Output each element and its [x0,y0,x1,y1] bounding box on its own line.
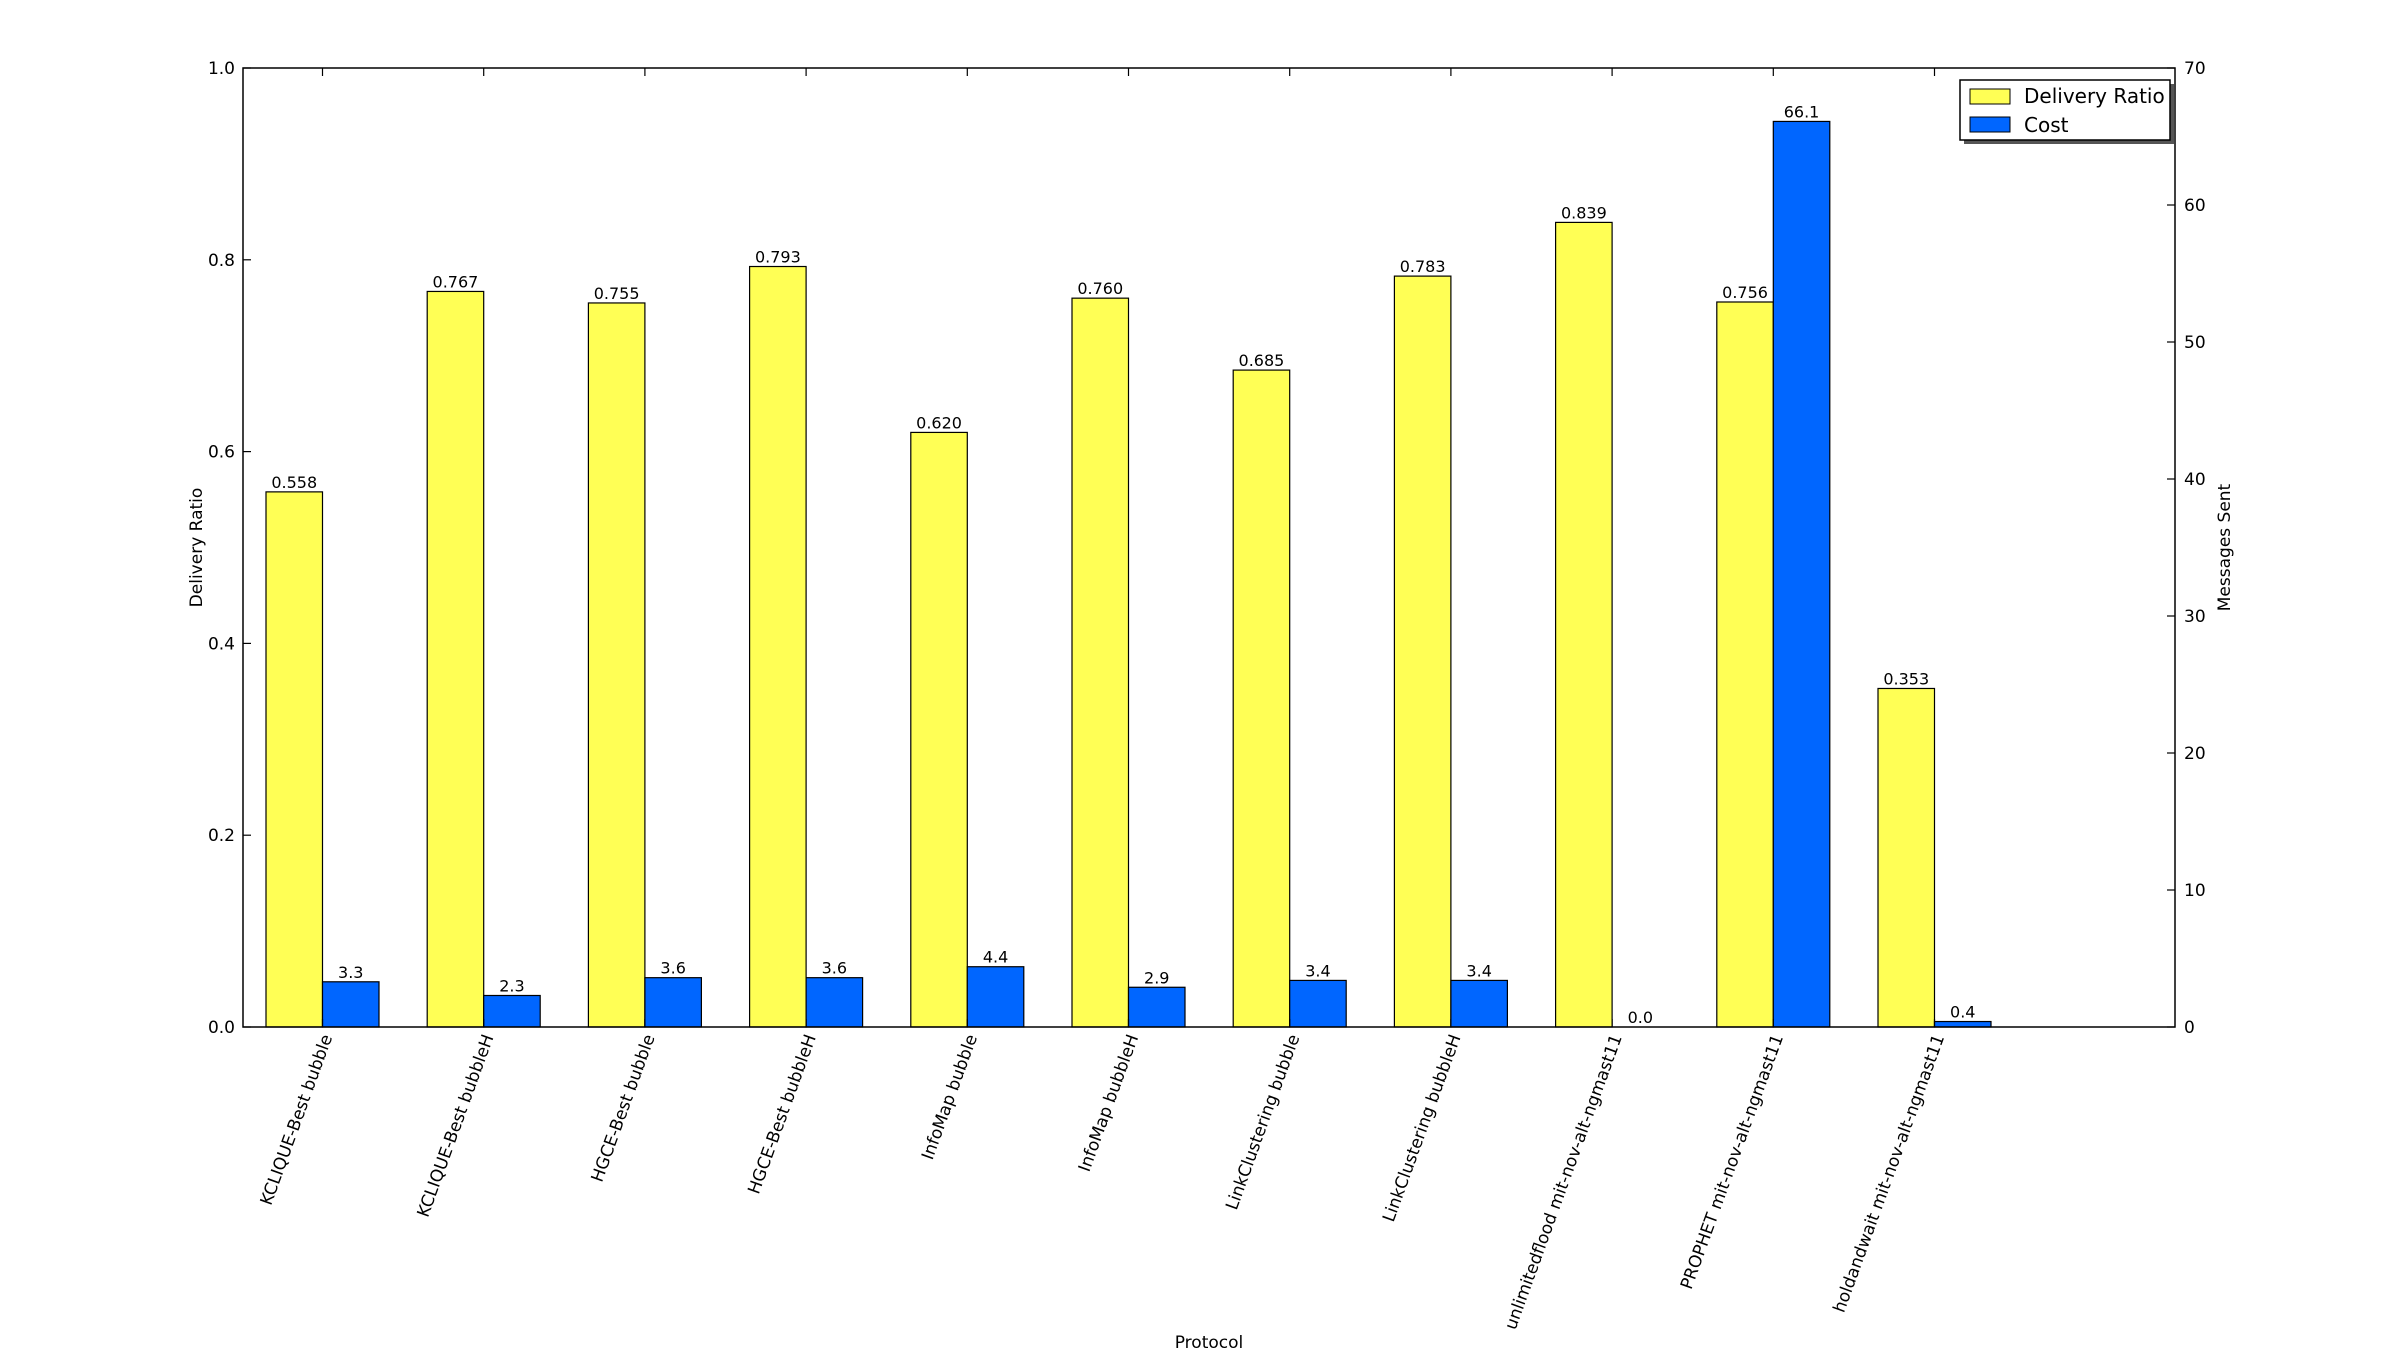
data-label-delivery-ratio: 0.783 [1400,257,1446,276]
data-label-delivery-ratio: 0.756 [1722,283,1768,302]
x-axis-title: Protocol [1175,1333,1244,1353]
bar-cost [1289,979,1347,1028]
data-labels-layer: 0.558 0.767 0.755 0.793 0.620 0.760 0.685 0.783… [271,102,1975,1027]
legend-swatch-delivery-ratio [1969,88,2011,105]
bar-delivery-ratio [1716,301,1774,1028]
bar-delivery-ratio [1393,275,1452,1028]
data-label-cost: 0.0 [1628,1008,1653,1027]
y-right-tick-label: 70 [2184,59,2206,79]
data-label-delivery-ratio: 0.755 [594,284,640,303]
plot-frame [242,67,2176,1028]
bar-cost [1450,979,1509,1028]
x-tick-label: HGCE-Best bubble [588,1032,660,1185]
y-left-tick-label: 0.4 [208,634,235,654]
bar-cost [805,977,864,1028]
bars-layer [265,120,1992,1028]
legend: Delivery Ratio Cost [1959,79,2174,144]
x-tick-label: InfoMap bubble [918,1032,982,1163]
bar-delivery-ratio [1554,221,1613,1028]
data-label-cost: 3.3 [338,963,363,982]
x-tick-label: PROPHET mit-nov-alt-ngmast11 [1677,1032,1788,1292]
data-label-cost: 2.9 [1144,968,1169,987]
y-left-tick-label: 0.0 [208,1018,235,1038]
x-tick-label: HGCE-Best bubbleH [744,1032,820,1197]
bar-delivery-ratio [587,302,646,1028]
data-label-cost: 0.4 [1950,1003,1975,1022]
data-label-cost: 4.4 [983,948,1008,967]
y-right-tick-label: 50 [2184,333,2206,353]
bar-cost [966,966,1025,1028]
y-left-tick-label: 0.2 [208,826,235,846]
ticks-layer: 0.0 0.2 0.4 0.6 0.8 1.0 0 10 20 30 40 50 60 70 [208,59,2206,1038]
x-tick-label: unlimitedflood mit-nov-alt-ngmast11 [1501,1032,1627,1333]
y-left-tick-label: 0.6 [208,443,235,463]
data-label-delivery-ratio: 0.767 [433,272,479,291]
data-label-cost: 66.1 [1784,102,1820,121]
data-label-cost: 3.4 [1305,961,1330,980]
data-label-cost: 2.3 [499,976,524,995]
legend-label-cost: Cost [2024,113,2069,137]
bar-cost [644,977,703,1028]
y-right-tick-label: 30 [2184,607,2206,627]
bar-delivery-ratio [748,265,807,1028]
bar-cost [1772,120,1831,1028]
y-right-tick-label: 10 [2184,881,2206,901]
x-tick-label: LinkClustering bubble [1222,1032,1304,1213]
data-label-cost: 3.4 [1466,961,1491,980]
bar-delivery-ratio [265,491,324,1028]
y-right-tick-label: 0 [2184,1018,2195,1038]
bar-delivery-ratio [1071,297,1130,1028]
x-tick-label: KCLIQUE-Best bubble [257,1032,337,1208]
data-label-cost: 3.6 [822,959,847,978]
bar-delivery-ratio [910,431,968,1028]
x-tick-label: holdandwait mit-nov-alt-ngmast11 [1830,1032,1949,1316]
category-labels-layer: KCLIQUE-Best bubble KCLIQUE-Best bubbleH H… [257,1032,1949,1333]
data-label-delivery-ratio: 0.760 [1077,279,1123,298]
bar-cost [321,981,380,1028]
data-label-delivery-ratio: 0.353 [1883,669,1929,688]
y-left-tick-label: 1.0 [208,59,235,79]
bar-delivery-ratio [426,290,485,1028]
bar-cost [1127,986,1186,1028]
legend-swatch-cost [1969,116,2011,133]
x-tick-label: InfoMap bubbleH [1075,1032,1143,1175]
x-tick-label: KCLIQUE-Best bubbleH [414,1032,499,1220]
data-label-cost: 3.6 [660,959,685,978]
y-right-tick-label: 40 [2184,470,2206,490]
y-right-tick-label: 20 [2184,744,2206,764]
data-label-delivery-ratio: 0.685 [1239,351,1285,370]
bar-delivery-ratio [1232,369,1291,1028]
x-tick-label: LinkClustering bubbleH [1379,1032,1466,1225]
bar-cost [1933,1020,1992,1028]
y-axis-right-title: Messages Sent [2215,483,2235,611]
bar-cost [483,994,541,1028]
y-axis-left-title: Delivery Ratio [187,488,207,608]
bar-delivery-ratio [1877,687,1936,1028]
data-label-delivery-ratio: 0.558 [271,473,317,492]
y-left-tick-label: 0.8 [208,251,235,271]
data-label-delivery-ratio: 0.839 [1561,203,1607,222]
data-label-delivery-ratio: 0.793 [755,248,801,267]
y-right-tick-label: 60 [2184,196,2206,216]
legend-label-delivery-ratio: Delivery Ratio [2024,84,2165,108]
data-label-delivery-ratio: 0.620 [916,413,962,432]
